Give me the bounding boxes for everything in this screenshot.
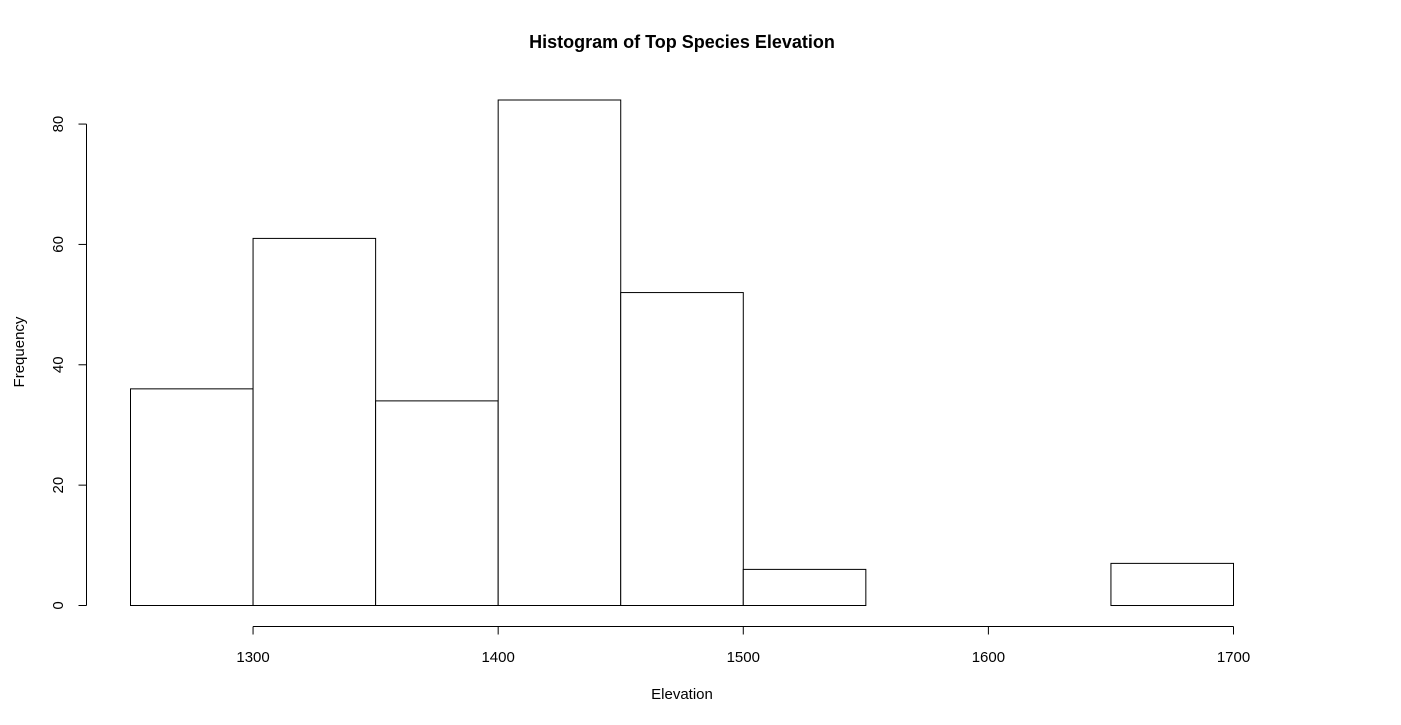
y-tick-label: 80 <box>50 116 67 133</box>
y-tick-label: 0 <box>50 601 67 609</box>
histogram-bar-6 <box>742 568 867 607</box>
histogram-bar-3 <box>375 400 499 607</box>
x-tick-label: 1300 <box>236 649 269 666</box>
y-tick-label: 20 <box>50 477 67 494</box>
histogram-bar-2 <box>252 237 377 606</box>
histogram-bar-5 <box>620 292 744 606</box>
y-axis: 0 20 40 60 80 <box>50 116 87 610</box>
x-tick-label: 1500 <box>727 649 760 666</box>
y-axis-label: Frequency <box>11 316 28 387</box>
y-tick-label: 40 <box>50 356 67 373</box>
chart-title: Histogram of Top Species Elevation <box>529 32 835 52</box>
x-axis: 1300 1400 1500 1600 1700 <box>236 626 1250 666</box>
x-tick-label: 1700 <box>1217 649 1250 666</box>
histogram-bar-1 <box>130 388 254 606</box>
y-tick-label: 60 <box>50 236 67 253</box>
x-tick-label: 1400 <box>481 649 514 666</box>
x-tick-label: 1600 <box>972 649 1005 666</box>
histogram-bar-9 <box>1110 562 1234 607</box>
x-axis-label: Elevation <box>651 686 713 703</box>
bars-group <box>130 99 1234 607</box>
histogram-bar-4 <box>497 99 622 606</box>
